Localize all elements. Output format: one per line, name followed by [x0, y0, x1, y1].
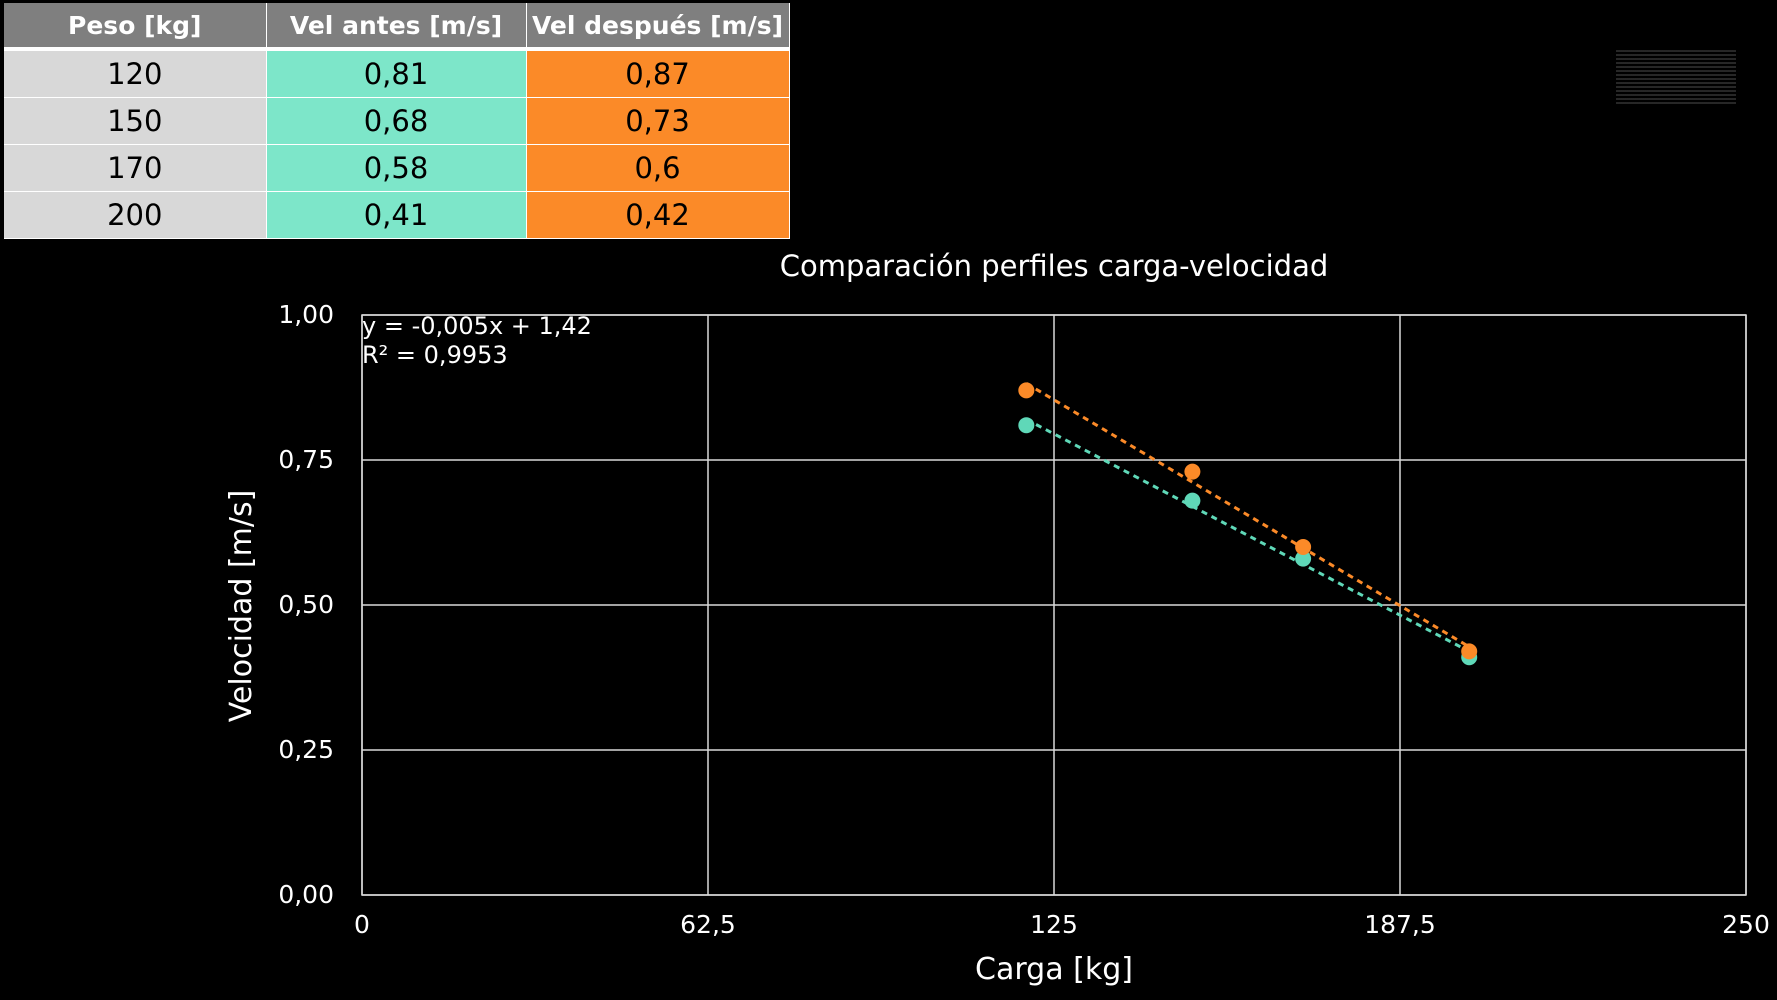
watermark-logo: [1616, 50, 1736, 104]
cell-vel-despues: 0,6: [526, 144, 790, 192]
tick-labels: 0 62,5 125 187,5 250 0,00 0,25 0,50 0,75 1,00: [278, 300, 1770, 939]
cell-peso: 150: [4, 97, 267, 145]
table-row: 200 0,41 0,42: [4, 191, 790, 239]
trendlines: [1025, 382, 1470, 653]
cell-peso: 120: [4, 49, 267, 98]
cell-vel-antes: 0,58: [266, 144, 527, 192]
cell-vel-despues: 0,73: [526, 97, 790, 145]
data-point-series-2: [1184, 463, 1201, 480]
x-tick-label: 62,5: [680, 910, 736, 939]
data-point-series-1: [1018, 417, 1035, 434]
table-row: 150 0,68 0,73: [4, 97, 790, 145]
table-header-row: Peso [kg] Vel antes [m/s] Vel después [m…: [4, 3, 790, 51]
cell-vel-despues: 0,42: [526, 191, 790, 239]
y-tick-label: 0,25: [278, 735, 334, 764]
x-tick-label: 0: [354, 910, 370, 939]
data-points: [1018, 382, 1478, 666]
y-tick-label: 1,00: [278, 300, 334, 329]
y-tick-label: 0,50: [278, 590, 334, 619]
header-vel-antes: Vel antes [m/s]: [266, 3, 527, 51]
data-point-series-1: [1184, 492, 1201, 509]
cell-peso: 200: [4, 191, 267, 239]
data-point-series-2: [1018, 382, 1035, 399]
cell-vel-antes: 0,68: [266, 97, 527, 145]
header-vel-despues: Vel después [m/s]: [526, 3, 790, 51]
trendline-r2: R² = 0,9953: [362, 341, 508, 369]
x-tick-label: 125: [1030, 910, 1078, 939]
header-peso: Peso [kg]: [4, 3, 267, 51]
cell-vel-despues: 0,87: [526, 49, 790, 98]
x-tick-label: 187,5: [1364, 910, 1436, 939]
y-axis-label: Velocidad [m/s]: [224, 490, 259, 723]
trendline-series-1: [1025, 418, 1470, 653]
data-point-series-2: [1461, 643, 1478, 660]
chart-title: Comparación perfiles carga-velocidad: [780, 249, 1329, 283]
trendline-series-2: [1025, 382, 1470, 649]
cell-peso: 170: [4, 144, 267, 192]
table-row: 120 0,81 0,87: [4, 49, 790, 98]
x-tick-label: 250: [1722, 910, 1770, 939]
data-table: Peso [kg] Vel antes [m/s] Vel después [m…: [4, 3, 790, 239]
grid: [361, 314, 1747, 896]
data-point-series-1: [1295, 550, 1312, 567]
x-axis-label: Carga [kg]: [975, 952, 1133, 987]
trendline-equation: y = -0,005x + 1,42: [362, 312, 592, 340]
table-row: 170 0,58 0,6: [4, 144, 790, 192]
data-point-series-2: [1295, 539, 1312, 555]
y-tick-label: 0,00: [278, 880, 334, 909]
y-tick-label: 0,75: [278, 445, 334, 474]
cell-vel-antes: 0,81: [266, 49, 527, 98]
cell-vel-antes: 0,41: [266, 191, 527, 239]
